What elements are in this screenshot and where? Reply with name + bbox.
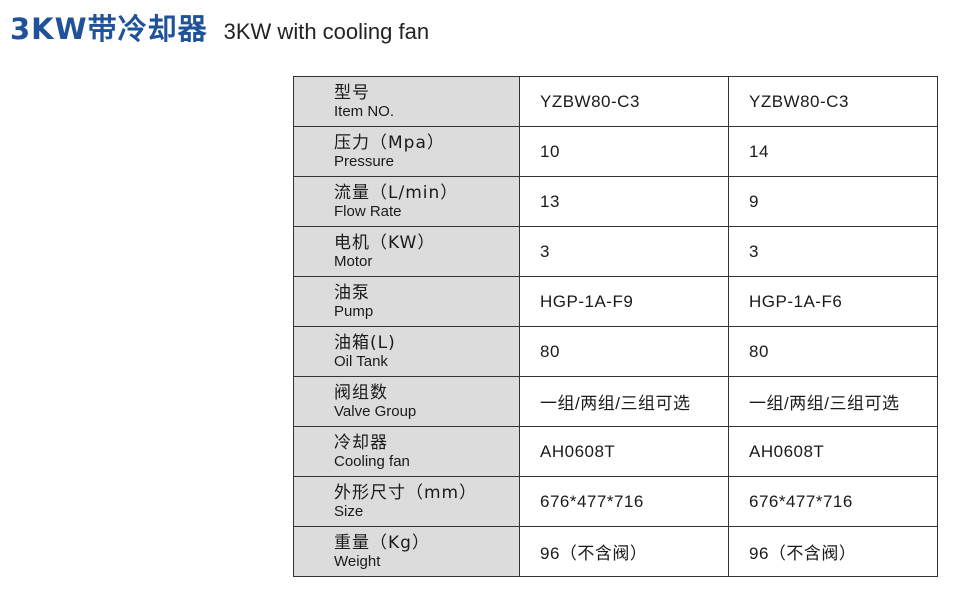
label-english: Valve Group	[334, 402, 417, 420]
label-chinese: 重量（Kg）	[334, 532, 430, 553]
row-label: 重量（Kg） Weight	[293, 526, 520, 577]
title-english: 3KW with cooling fan	[223, 19, 430, 44]
table-row: 外形尺寸（mm） Size 676*477*716 676*477*716	[293, 476, 938, 527]
table-cell: 一组/两组/三组可选	[519, 376, 729, 427]
label-chinese: 型号	[334, 82, 370, 103]
title-chinese: 3KW带冷却器	[10, 12, 208, 46]
row-label: 电机（KW） Motor	[293, 226, 520, 277]
table-row: 油箱(L) Oil Tank 80 80	[293, 326, 938, 377]
table-row: 油泵 Pump HGP-1A-F9 HGP-1A-F6	[293, 276, 938, 327]
label-chinese: 冷却器	[334, 432, 388, 453]
label-english: Cooling fan	[334, 452, 410, 470]
label-chinese: 流量（L/min）	[334, 182, 459, 203]
label-chinese: 外形尺寸（mm）	[334, 482, 478, 503]
table-row: 电机（KW） Motor 3 3	[293, 226, 938, 277]
table-cell: 13	[519, 176, 729, 227]
table-cell: 80	[519, 326, 729, 377]
label-chinese: 阀组数	[334, 382, 388, 403]
table-row: 流量（L/min） Flow Rate 13 9	[293, 176, 938, 227]
row-label: 型号 Item NO.	[293, 76, 520, 127]
row-label: 压力（Mpa） Pressure	[293, 126, 520, 177]
table-cell: AH0608T	[519, 426, 729, 477]
table-cell: 14	[728, 126, 938, 177]
table-cell: 10	[519, 126, 729, 177]
row-label: 油箱(L) Oil Tank	[293, 326, 520, 377]
table-cell: 一组/两组/三组可选	[728, 376, 938, 427]
table-cell: 676*477*716	[519, 476, 729, 527]
label-english: Item NO.	[334, 102, 395, 120]
label-english: Size	[334, 502, 364, 520]
label-english: Flow Rate	[334, 202, 402, 220]
page-title: 3KW带冷却器 3KW with cooling fan	[10, 6, 429, 48]
row-label: 油泵 Pump	[293, 276, 520, 327]
row-label: 阀组数 Valve Group	[293, 376, 520, 427]
table-row: 型号 Item NO. YZBW80-C3 YZBW80-C3	[293, 76, 938, 127]
table-cell: YZBW80-C3	[519, 76, 729, 127]
table-cell: 3	[519, 226, 729, 277]
table-cell: HGP-1A-F6	[728, 276, 938, 327]
table-row: 阀组数 Valve Group 一组/两组/三组可选 一组/两组/三组可选	[293, 376, 938, 427]
table-row: 冷却器 Cooling fan AH0608T AH0608T	[293, 426, 938, 477]
spec-table: 型号 Item NO. YZBW80-C3 YZBW80-C3 压力（Mpa） Press…	[293, 76, 938, 577]
label-english: Motor	[334, 252, 373, 270]
row-label: 流量（L/min） Flow Rate	[293, 176, 520, 227]
label-english: Oil Tank	[334, 352, 388, 370]
table-cell: 96（不含阀）	[519, 526, 729, 577]
table-cell: 9	[728, 176, 938, 227]
table-cell: 3	[728, 226, 938, 277]
label-chinese: 电机（KW）	[334, 232, 436, 253]
row-label: 冷却器 Cooling fan	[293, 426, 520, 477]
table-cell: HGP-1A-F9	[519, 276, 729, 327]
label-english: Pump	[334, 302, 374, 320]
table-row: 重量（Kg） Weight 96（不含阀） 96（不含阀）	[293, 526, 938, 577]
table-cell: 676*477*716	[728, 476, 938, 527]
label-english: Pressure	[334, 152, 395, 170]
row-label: 外形尺寸（mm） Size	[293, 476, 520, 527]
table-cell: 80	[728, 326, 938, 377]
label-chinese: 压力（Mpa）	[334, 132, 445, 153]
label-english: Weight	[334, 552, 381, 570]
table-cell: YZBW80-C3	[728, 76, 938, 127]
label-chinese: 油箱(L)	[334, 332, 396, 353]
label-chinese: 油泵	[334, 282, 370, 303]
table-cell: 96（不含阀）	[728, 526, 938, 577]
table-cell: AH0608T	[728, 426, 938, 477]
table-row: 压力（Mpa） Pressure 10 14	[293, 126, 938, 177]
